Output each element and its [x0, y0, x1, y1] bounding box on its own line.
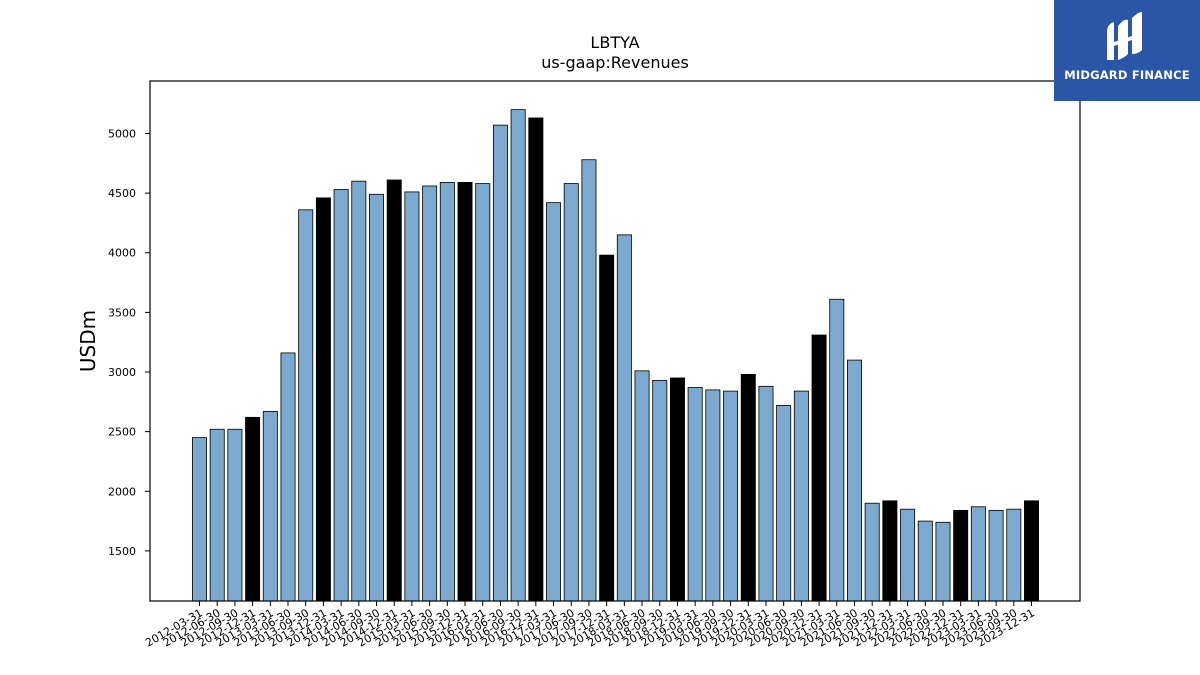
bar-2015-03-31: [404, 191, 420, 602]
bar-2012-12-31: [245, 416, 261, 602]
bar-2022-09-30: [935, 521, 951, 602]
bar-2023-03-31: [970, 506, 986, 602]
y-tick-label: 5000: [108, 127, 136, 140]
bar-2014-09-30: [369, 193, 385, 602]
bar-2016-09-30: [510, 109, 526, 602]
bar-2017-03-31: [546, 202, 562, 602]
bar-2018-03-31: [616, 234, 632, 602]
y-tick-label: 2000: [108, 485, 136, 498]
y-axis-label: USDm: [76, 310, 100, 372]
midgard-logo-icon: [1107, 12, 1142, 61]
bar-2021-12-31: [882, 500, 898, 602]
chart-title: LBTYA: [590, 33, 639, 52]
bar-2020-06-30: [776, 404, 792, 602]
bar-2022-12-31: [953, 509, 969, 602]
bar-2015-09-30: [439, 181, 455, 602]
bar-2019-06-30: [705, 389, 721, 602]
y-axis: 1500 2000 2500 3000 3500 4000 4500 5000: [108, 127, 150, 558]
bar-2020-03-31: [758, 385, 774, 602]
midgard-finance-logo: MIDGARD FINANCE: [1054, 0, 1200, 101]
bar-2013-09-30: [298, 209, 314, 602]
bar-2023-09-30: [1006, 508, 1022, 602]
bar-2015-12-31: [457, 181, 473, 602]
bar-2021-03-31: [829, 298, 845, 602]
bars-group: [192, 109, 1039, 602]
bar-2013-06-30: [280, 352, 296, 602]
y-tick-label: 4500: [108, 187, 136, 200]
bar-2023-06-30: [988, 509, 1004, 602]
bar-2012-06-30: [209, 428, 225, 602]
bar-2014-03-31: [333, 189, 349, 602]
y-tick-label: 2500: [108, 426, 136, 439]
bar-2023-12-31: [1024, 500, 1039, 602]
bar-2022-03-31: [900, 508, 916, 602]
bar-2022-06-30: [917, 520, 933, 602]
y-tick-label: 1500: [108, 545, 136, 558]
bar-2012-03-31: [192, 437, 207, 602]
bar-2018-06-30: [634, 370, 650, 602]
bar-2014-12-31: [386, 179, 402, 602]
bar-2013-03-31: [262, 410, 278, 602]
bar-2020-12-31: [811, 334, 827, 602]
bar-2018-09-30: [652, 379, 668, 602]
x-axis: 2012-03-312012-06-302012-09-302012-12-31…: [143, 601, 1037, 650]
bar-2016-12-31: [528, 117, 544, 602]
bar-2021-06-30: [847, 359, 862, 602]
plot-frame: [149, 80, 1081, 602]
bar-2012-09-30: [227, 428, 243, 602]
bar-2019-03-31: [687, 387, 703, 602]
bar-2017-06-30: [563, 183, 579, 602]
bar-2015-06-30: [422, 185, 438, 602]
bar-2016-03-31: [475, 183, 491, 602]
bar-2020-09-30: [793, 390, 809, 602]
bar-2017-12-31: [599, 254, 615, 602]
y-tick-label: 3500: [108, 306, 136, 319]
logo-brand-text: MIDGARD FINANCE: [1064, 68, 1190, 82]
y-tick-label: 3000: [108, 366, 136, 379]
y-tick-label: 4000: [108, 247, 136, 260]
bar-2017-09-30: [581, 159, 597, 602]
bar-2019-12-31: [740, 373, 756, 602]
chart-subtitle: us-gaap:Revenues: [541, 53, 689, 72]
bar-2014-06-30: [351, 180, 367, 602]
bar-2019-09-30: [723, 390, 739, 602]
bar-2016-06-30: [492, 124, 508, 602]
bar-2021-09-30: [864, 502, 880, 602]
bar-2018-12-31: [669, 377, 685, 602]
bar-2013-12-31: [315, 197, 331, 602]
